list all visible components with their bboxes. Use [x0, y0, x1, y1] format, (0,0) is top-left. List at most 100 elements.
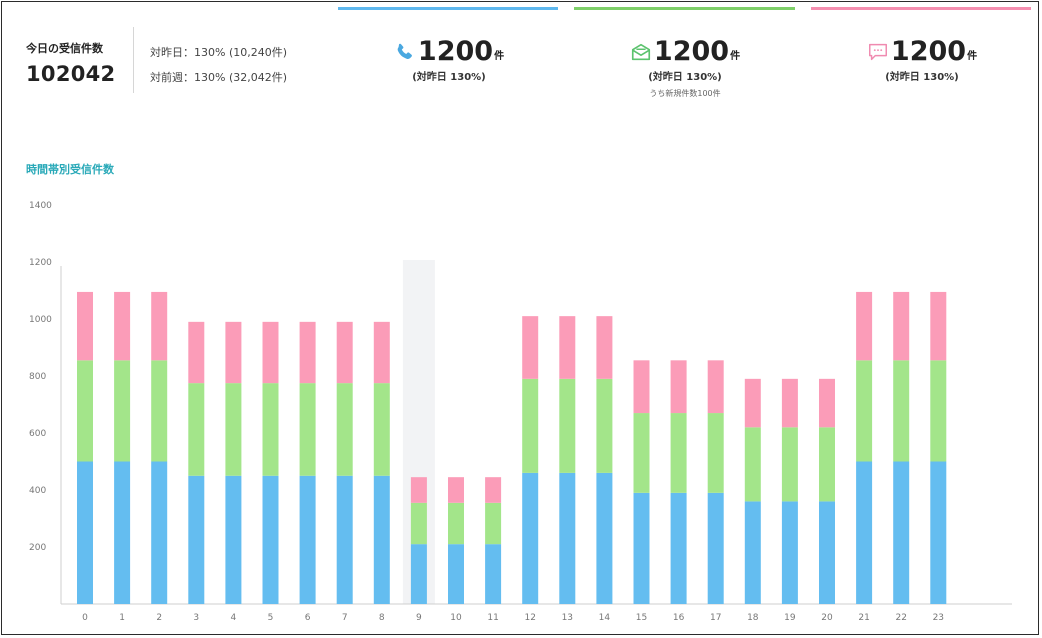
bar-segment-0: [77, 461, 93, 604]
bar-segment-1: [448, 502, 464, 545]
bar-segment-2: [225, 321, 242, 384]
x-tick-label: 19: [784, 613, 796, 623]
x-tick-label: 21: [858, 613, 869, 623]
x-tick-label: 7: [342, 613, 348, 623]
bar-segment-1: [151, 360, 168, 462]
bar-segment-1: [188, 383, 205, 476]
bar-segment-2: [819, 378, 835, 428]
bar-segment-2: [485, 477, 502, 503]
bar-segment-2: [781, 378, 798, 428]
chat-unit: 件: [967, 51, 978, 62]
x-tick-label: 1: [119, 613, 125, 623]
bar-segment-1: [893, 360, 910, 462]
x-tick-label: 0: [82, 613, 88, 623]
y-tick-label: 600: [29, 429, 46, 439]
phone-card: 1200 件 (対昨日 130%): [338, 33, 560, 83]
x-tick-label: 14: [599, 613, 611, 623]
bar-segment-2: [410, 477, 427, 503]
bar-segment-1: [781, 427, 798, 502]
bar-segment-1: [410, 502, 427, 545]
bar-segment-0: [781, 501, 798, 604]
bar-segment-0: [336, 475, 353, 604]
bar-segment-2: [633, 360, 650, 414]
bar-segment-0: [893, 461, 910, 604]
bar-segment-2: [77, 291, 93, 361]
bar-segment-2: [448, 477, 464, 503]
bar-segment-2: [299, 321, 316, 384]
bar-segment-2: [707, 360, 724, 414]
bar-segment-0: [633, 492, 650, 604]
bar-segment-1: [373, 383, 390, 476]
y-tick-label: 1400: [29, 201, 52, 211]
mail-unit: 件: [730, 51, 741, 62]
y-tick-label: 1000: [29, 315, 52, 325]
bar-segment-2: [522, 316, 539, 379]
bar-segment-0: [819, 501, 835, 604]
bar-segment-2: [559, 316, 576, 379]
bar-segment-1: [299, 383, 316, 476]
x-tick-label: 18: [747, 613, 759, 623]
chat-icon: [868, 43, 887, 61]
chat-compare: (対昨日 130%): [885, 72, 959, 83]
x-tick-label: 16: [673, 613, 685, 623]
y-tick-label: 800: [29, 372, 46, 382]
bar-segment-0: [262, 475, 279, 604]
x-tick-label: 3: [193, 613, 199, 623]
bar-segment-2: [151, 291, 168, 361]
bar-segment-1: [707, 413, 724, 493]
mail-icon: [631, 43, 650, 61]
phone-card-bar: [338, 7, 558, 10]
bar-segment-1: [633, 413, 650, 493]
mail-new-note: うち新規件数100件: [649, 89, 721, 98]
bar-segment-1: [522, 378, 539, 473]
bar-segment-1: [856, 360, 873, 462]
bar-segment-0: [670, 492, 687, 604]
bar-segment-1: [559, 378, 576, 473]
phone-count: 1200: [417, 36, 494, 67]
summary-block: 今日の受信件数 102042: [26, 40, 115, 86]
bar-segment-0: [485, 544, 502, 604]
x-tick-label: 17: [710, 613, 721, 623]
x-tick-label: 6: [305, 613, 311, 623]
bar-segment-2: [893, 291, 910, 361]
summary-divider: [133, 27, 134, 93]
summary-compare: 対昨日：130% (10,240件) 対前週：130% (32,042件): [150, 40, 287, 90]
bar-segment-0: [856, 461, 873, 604]
phone-icon: [397, 43, 412, 59]
x-tick-label: 20: [821, 613, 833, 623]
bar-segment-0: [448, 544, 464, 604]
bar-segment-0: [151, 461, 168, 604]
bar-segment-1: [262, 383, 279, 476]
y-tick-label: 200: [29, 543, 46, 553]
bar-segment-0: [707, 492, 724, 604]
bar-segment-2: [670, 360, 687, 414]
bar-segment-1: [225, 383, 242, 476]
bar-segment-0: [188, 475, 205, 604]
bar-segment-2: [930, 291, 947, 361]
x-tick-label: 10: [450, 613, 462, 623]
y-tick-label: 400: [29, 486, 46, 496]
mail-card-bar: [574, 7, 795, 10]
mail-card: 1200 件 (対昨日 130%) うち新規件数100件: [574, 33, 796, 99]
mail-compare: (対昨日 130%): [648, 72, 722, 83]
bar-segment-1: [336, 383, 353, 476]
bar-segment-0: [299, 475, 316, 604]
mail-count: 1200: [653, 36, 730, 67]
x-tick-label: 9: [416, 613, 422, 623]
chart-title: 時間帯別受信件数: [26, 163, 114, 176]
bar-segment-1: [77, 360, 93, 462]
bar-segment-1: [744, 427, 761, 502]
compare-day: 対昨日：130% (10,240件): [150, 46, 288, 59]
bar-segment-1: [114, 360, 131, 462]
bar-segment-0: [225, 475, 242, 604]
x-tick-label: 22: [895, 613, 906, 623]
bar-segment-1: [819, 427, 835, 502]
bar-segment-0: [930, 461, 947, 604]
x-tick-label: 12: [524, 613, 535, 623]
bar-segment-0: [744, 501, 761, 604]
x-tick-label: 4: [231, 613, 237, 623]
x-tick-label: 11: [487, 613, 498, 623]
bar-segment-0: [410, 544, 427, 604]
